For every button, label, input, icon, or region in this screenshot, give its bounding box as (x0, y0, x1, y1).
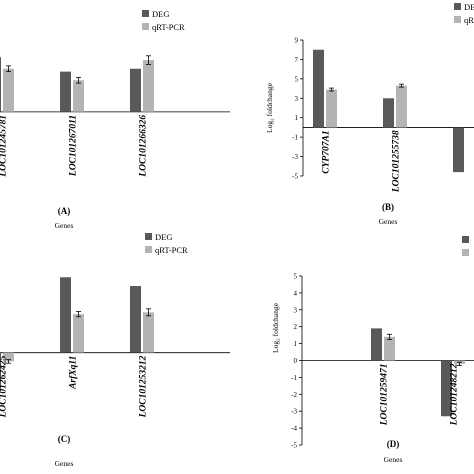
bar-qrt-pcr (73, 314, 84, 353)
legend-swatch (454, 3, 461, 10)
chart-panel-2: 9 7 5 3 1 -1 -3 -5 CYP707A1 LOC101255738 DEG qR Log₂… (265, 2, 474, 226)
x-axis-label: Genes (384, 455, 403, 464)
bar-deg (130, 286, 141, 353)
x-axis-label: Genes (55, 221, 74, 230)
panel-label: (D) (387, 439, 400, 449)
legend-label: qRT-PCR (152, 22, 185, 32)
legend-label: DEG (152, 9, 169, 19)
y-tick-label: -1 (291, 374, 297, 382)
legend-swatch (462, 249, 469, 256)
bar-qrt-pcr (73, 80, 84, 112)
bar-qrt-pcr (3, 68, 14, 112)
category-label: LOC101248212 (449, 363, 459, 426)
y-tick-label: -4 (291, 425, 297, 433)
y-axis-label: Log₂ foldchange (271, 302, 280, 353)
bar-deg (371, 328, 382, 361)
legend-label: DEG (464, 2, 474, 12)
legend-swatch (145, 246, 152, 253)
category-label: ArfXq11 (68, 356, 78, 390)
y-tick-label: -3 (292, 153, 298, 161)
category-label: CYP707A1 (321, 130, 331, 173)
y-tick-label: -3 (291, 408, 297, 416)
category-label: LOC101253212 (138, 355, 148, 418)
bar-qrt-pcr (143, 312, 154, 353)
y-tick-label: 3 (295, 95, 299, 103)
y-tick-label: -5 (292, 173, 298, 181)
legend-swatch (454, 16, 461, 23)
chart-panel-3: LOC101262425 ArfXq11 LOC101253212 DEG qRT-PC… (0, 232, 230, 468)
y-tick-label: -5 (291, 442, 297, 450)
x-axis-label: Genes (379, 217, 398, 226)
legend-label: qR (464, 15, 474, 25)
y-tick-label: 1 (294, 340, 298, 348)
category-label: LOC101266326 (138, 115, 148, 178)
category-label: LOC101267011 (68, 115, 78, 177)
category-label: LOC101255738 (391, 130, 401, 193)
panel-label: (A) (58, 206, 71, 216)
y-tick-label: 5 (295, 75, 299, 83)
panel-label: (C) (58, 434, 71, 444)
bar-deg (0, 352, 1, 392)
bar-deg (0, 57, 1, 112)
category-label: LOC101262425 (0, 355, 8, 418)
y-axis-label: Log₂ foldchange (265, 82, 274, 133)
y-tick-label: 4 (294, 289, 298, 297)
y-tick-label: 3 (294, 306, 298, 314)
bar-deg (313, 49, 324, 128)
bar-deg (441, 360, 452, 417)
y-tick-label: 2 (294, 323, 298, 331)
bar-qrt-pcr (143, 60, 154, 112)
bar-qrt-pcr (326, 89, 337, 128)
bar-deg (60, 277, 71, 353)
bar-deg (383, 98, 394, 128)
y-tick-label: 1 (295, 114, 299, 122)
bar-qrt-pcr (396, 85, 407, 128)
y-tick-label: 9 (295, 37, 299, 45)
chart-panel-4: 5 4 3 2 1 0 -1 -2 -3 -4 -5 LOC101259471 LOC101248212… (271, 236, 474, 464)
legend-label: qRT-PCR (155, 245, 188, 255)
category-label: LOC101245781 (0, 115, 8, 178)
chart-panel-1: LOC101245781 LOC101267011 LOC101266326 DEG q… (0, 9, 230, 230)
y-tick-label: 0 (294, 357, 298, 365)
bar-deg (60, 71, 71, 112)
y-tick-label: -1 (292, 134, 298, 142)
y-tick-label: 7 (295, 56, 299, 64)
category-label: LOC101259471 (379, 364, 389, 427)
y-tick-label: -2 (291, 391, 297, 399)
y-tick-label: 5 (294, 273, 298, 281)
panel-label: (B) (382, 202, 394, 212)
legend-label: DEG (155, 232, 172, 242)
bar-qrt-pcr (3, 352, 14, 362)
legend-swatch (462, 236, 469, 243)
bar-qrt-pcr (384, 336, 395, 361)
legend-swatch (142, 10, 149, 17)
legend-swatch (142, 23, 149, 30)
x-axis-label: Genes (55, 459, 74, 468)
bar-deg (453, 127, 464, 173)
bar-deg (130, 68, 141, 112)
legend-swatch (145, 233, 152, 240)
